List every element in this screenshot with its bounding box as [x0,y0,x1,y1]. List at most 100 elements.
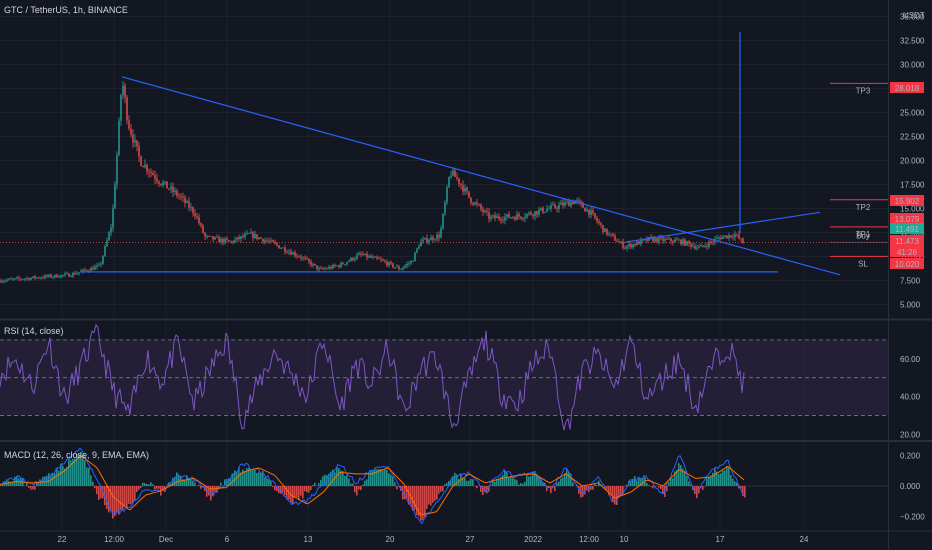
candle-body [370,256,372,258]
macd-bar [250,470,252,486]
candle-body [422,239,424,242]
candle-body [442,213,444,229]
macd-bar [74,458,76,486]
candle-body [472,202,474,205]
price-tag [890,223,924,234]
candle-body [336,265,338,267]
macd-bar [610,486,612,495]
candle-body [464,187,466,192]
macd-bar [356,486,358,496]
candle-body [492,215,494,217]
candle-body [226,238,228,241]
macd-bar [682,468,684,486]
macd-bar [612,486,614,503]
macd-axis-tick: −0.200 [900,512,925,521]
macd-bar [560,478,562,486]
price-tag [890,246,924,257]
macd-bar [524,481,526,486]
macd-bar [188,477,190,486]
macd-bar [726,466,728,486]
x-tick-label: Dec [159,535,173,544]
candle-body [564,202,566,206]
candle-body [68,273,70,277]
macd-bar [306,486,308,493]
candle-body [282,247,284,249]
macd-bar [302,486,304,499]
macd-bar [488,486,490,492]
candle-body [530,212,532,215]
x-tick-label: 22 [58,535,67,544]
candle-body [624,247,626,249]
candle-body [320,268,322,269]
macd-bar [120,486,122,510]
macd-bar [82,454,84,486]
candle-body [198,217,200,224]
macd-bar [660,486,662,490]
candle-body [34,276,36,279]
level-label-sl: SL [858,259,868,268]
candle-body [346,262,348,265]
candle-body [580,201,582,203]
candle-body [296,255,298,257]
candle-body [342,263,344,265]
candle-body [360,253,362,255]
macd-bar [638,476,640,486]
candle-body [518,214,520,217]
macd-bar [30,486,32,490]
macd-bar [676,469,678,486]
macd-bar [636,480,638,486]
candle-body [260,237,262,239]
candle-body [708,241,710,247]
macd-bar [542,481,544,486]
macd-bar [412,486,414,511]
macd-bar [274,486,276,491]
candle-body [240,236,242,240]
macd-bar [308,486,310,493]
macd-bar [508,476,510,486]
candle-body [430,237,432,241]
macd-signal-line [0,456,745,516]
macd-bar [494,481,496,486]
candle-body [666,238,668,240]
macd-bar [472,479,474,486]
candle-body [268,240,270,242]
candle-body [536,211,538,215]
candle-body [120,95,122,121]
candle-body [490,216,492,219]
candle-body [66,273,68,275]
candle-body [650,237,652,238]
candle-body [592,210,594,214]
candle-body [460,183,462,185]
candle-body [616,240,618,242]
macd-bar [178,474,180,486]
candle-body [672,241,674,243]
candle-body [274,241,276,244]
candle-body [554,204,556,208]
macd-bar [40,480,42,486]
candle-body [380,259,382,260]
candle-body [212,236,214,240]
candle-body [704,245,706,247]
candle-body [276,243,278,246]
candle-body [60,275,62,278]
candle-body [140,156,142,166]
macd-bar [530,476,532,486]
candle-body [542,207,544,213]
candle-body [606,228,608,235]
candle-body [594,213,596,218]
candle-body [150,172,152,174]
macd-bar [394,482,396,486]
rsi-axis-tick: 40.00 [900,393,921,402]
candle-body [294,252,296,256]
macd-bar [464,477,466,486]
macd-title: MACD (12, 26, close, 9, EMA, EMA) [4,450,150,460]
macd-bar [414,486,416,510]
macd-bar [490,485,492,486]
macd-bar [740,486,742,489]
candle-body [632,244,634,248]
macd-bar [672,478,674,486]
macd-bar [38,482,40,486]
candle-body [368,256,370,258]
macd-bar [516,480,518,486]
